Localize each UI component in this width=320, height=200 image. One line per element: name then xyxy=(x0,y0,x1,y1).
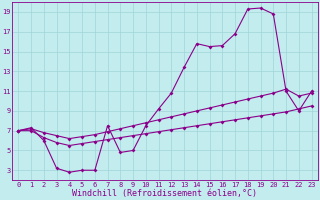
X-axis label: Windchill (Refroidissement éolien,°C): Windchill (Refroidissement éolien,°C) xyxy=(72,189,258,198)
